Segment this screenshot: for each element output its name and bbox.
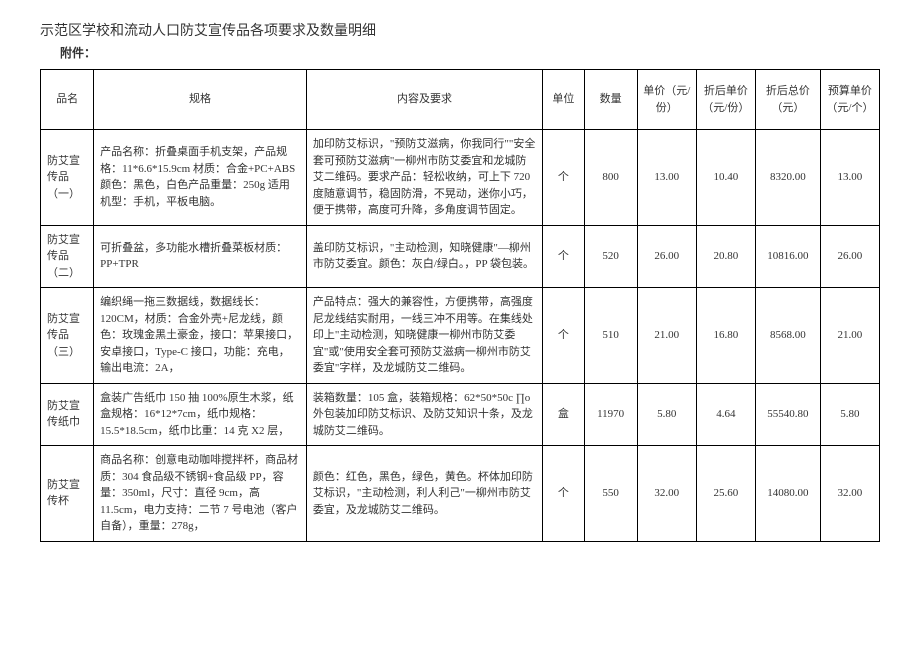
cell-price: 21.00: [637, 288, 696, 384]
cell-budget: 21.00: [820, 288, 879, 384]
cell-budget: 5.80: [820, 383, 879, 446]
cell-unit: 个: [543, 225, 584, 288]
table-row: 防艾宣传纸巾 盒装广告纸巾 150 抽 100%原生木浆，纸盒规格：16*12*…: [41, 383, 880, 446]
cell-total: 8568.00: [755, 288, 820, 384]
header-content: 内容及要求: [306, 70, 542, 130]
header-row: 品名 规格 内容及要求 单位 数量 单价（元/份） 折后单价（元/份） 折后总价…: [41, 70, 880, 130]
header-budget: 预算单价（元/个）: [820, 70, 879, 130]
data-table: 品名 规格 内容及要求 单位 数量 单价（元/份） 折后单价（元/份） 折后总价…: [40, 69, 880, 542]
table-row: 防艾宣传品（二） 可折叠盆，多功能水槽折叠菜板材质：PP+TPR 盖印防艾标识，…: [41, 225, 880, 288]
cell-content: 产品特点：强大的兼容性，方便携带，高强度尼龙线结实耐用，一线三冲不用等。在集线处…: [306, 288, 542, 384]
header-name: 品名: [41, 70, 94, 130]
header-disc-price: 折后单价（元/份）: [696, 70, 755, 130]
cell-name: 防艾宣传品（三）: [41, 288, 94, 384]
table-row: 防艾宣传品（一） 产品名称：折叠桌面手机支架，产品规格：11*6.6*15.9c…: [41, 130, 880, 226]
cell-disc-price: 10.40: [696, 130, 755, 226]
cell-spec: 编织绳一拖三数据线，数据线长：120CM，材质：合金外壳+尼龙线，颜色：玫瑰金黑…: [94, 288, 307, 384]
table-row: 防艾宣传品（三） 编织绳一拖三数据线，数据线长：120CM，材质：合金外壳+尼龙…: [41, 288, 880, 384]
cell-name: 防艾宣传品（二）: [41, 225, 94, 288]
cell-spec: 产品名称：折叠桌面手机支架，产品规格：11*6.6*15.9cm 材质：合金+P…: [94, 130, 307, 226]
cell-budget: 26.00: [820, 225, 879, 288]
cell-unit: 个: [543, 130, 584, 226]
cell-qty: 520: [584, 225, 637, 288]
cell-content: 加印防艾标识，"预防艾滋病，你我同行""安全套可预防艾滋病"一柳州市防艾委宜和龙…: [306, 130, 542, 226]
cell-total: 55540.80: [755, 383, 820, 446]
cell-content: 颜色：红色，黑色，绿色，黄色。杯体加印防艾标识，"主动检测，利人利己"一柳州市防…: [306, 446, 542, 542]
page-title: 示范区学校和流动人口防艾宣传品各项要求及数量明细: [40, 20, 880, 40]
cell-budget: 13.00: [820, 130, 879, 226]
cell-disc-price: 4.64: [696, 383, 755, 446]
cell-name: 防艾宣传纸巾: [41, 383, 94, 446]
cell-spec: 盒装广告纸巾 150 抽 100%原生木浆，纸盒规格：16*12*7cm，纸巾规…: [94, 383, 307, 446]
table-row: 防艾宣传杯 商品名称：创意电动咖啡搅拌杯，商品材质：304 食品级不锈钢+食品级…: [41, 446, 880, 542]
cell-name: 防艾宣传品（一）: [41, 130, 94, 226]
cell-unit: 个: [543, 446, 584, 542]
cell-spec: 商品名称：创意电动咖啡搅拌杯，商品材质：304 食品级不锈钢+食品级 PP，容量…: [94, 446, 307, 542]
cell-name: 防艾宣传杯: [41, 446, 94, 542]
cell-spec: 可折叠盆，多功能水槽折叠菜板材质：PP+TPR: [94, 225, 307, 288]
header-qty: 数量: [584, 70, 637, 130]
cell-price: 5.80: [637, 383, 696, 446]
cell-content: 装箱数量：105 盒，装箱规格：62*50*50c ∏o 外包装加印防艾标识、及…: [306, 383, 542, 446]
cell-qty: 11970: [584, 383, 637, 446]
cell-total: 8320.00: [755, 130, 820, 226]
cell-qty: 550: [584, 446, 637, 542]
cell-total: 10816.00: [755, 225, 820, 288]
cell-qty: 510: [584, 288, 637, 384]
cell-qty: 800: [584, 130, 637, 226]
cell-unit: 盒: [543, 383, 584, 446]
cell-content: 盖印防艾标识，"主动检测，知晓健康"—柳州市防艾委宜。颜色：灰白/绿白。，PP …: [306, 225, 542, 288]
cell-disc-price: 16.80: [696, 288, 755, 384]
header-unit: 单位: [543, 70, 584, 130]
header-spec: 规格: [94, 70, 307, 130]
header-total: 折后总价（元）: [755, 70, 820, 130]
cell-disc-price: 20.80: [696, 225, 755, 288]
cell-budget: 32.00: [820, 446, 879, 542]
attachment-label: 附件：: [60, 44, 880, 61]
table-body: 防艾宣传品（一） 产品名称：折叠桌面手机支架，产品规格：11*6.6*15.9c…: [41, 130, 880, 542]
cell-disc-price: 25.60: [696, 446, 755, 542]
cell-price: 32.00: [637, 446, 696, 542]
cell-price: 13.00: [637, 130, 696, 226]
cell-unit: 个: [543, 288, 584, 384]
header-price: 单价（元/份）: [637, 70, 696, 130]
cell-total: 14080.00: [755, 446, 820, 542]
cell-price: 26.00: [637, 225, 696, 288]
